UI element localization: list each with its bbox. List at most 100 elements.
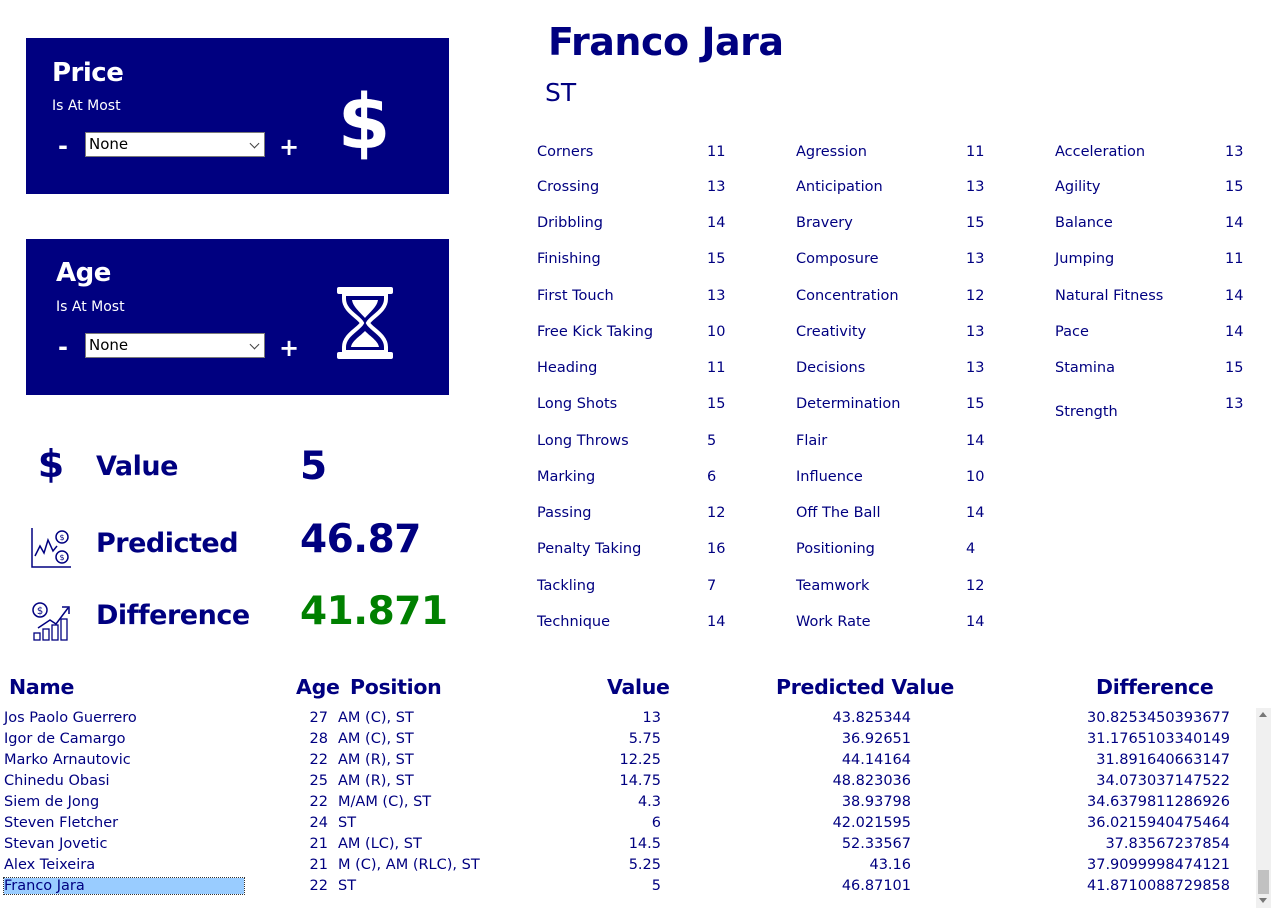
attribute-value-strength: 13 [1225,396,1244,412]
column-header-predicted-value[interactable]: Predicted Value [776,675,955,699]
column-header-name[interactable]: Name [9,675,75,699]
attribute-name-penalty-taking: Penalty Taking [537,541,642,557]
attribute-value-determination: 15 [966,396,985,412]
table-row[interactable]: Siem de Jong 22 M/AM (C), ST 4.3 38.93798 34.… [0,792,1256,813]
cell-age: 22 [309,878,328,894]
cell-position: AM (C), ST [338,710,414,726]
price-decrement-button[interactable]: - [58,132,68,160]
cell-age: 21 [309,836,328,852]
price-dropdown[interactable]: None [85,132,265,157]
attribute-value-anticipation: 13 [966,179,985,195]
cell-name: Steven Fletcher [4,815,119,831]
player-list[interactable]: Jos Paolo Guerrero 27 AM (C), ST 13 43.82534… [0,708,1256,898]
attribute-name-acceleration: Acceleration [1055,144,1146,160]
table-row[interactable]: Steven Fletcher 24 ST 6 42.021595 36.02159404… [0,813,1256,834]
value-number: 5 [300,444,327,489]
attribute-value-influence: 10 [966,469,985,485]
age-decrement-button[interactable]: - [58,333,68,361]
table-row[interactable]: Marko Arnautovic 22 AM (R), ST 12.25 44.1416… [0,750,1256,771]
age-increment-button[interactable]: + [279,334,300,362]
cell-value: 5.25 [628,857,661,873]
cell-value: 14.75 [619,773,661,789]
cell-value: 13 [642,710,661,726]
growth-chart-icon: $ [32,602,70,641]
list-scrollbar[interactable] [1256,708,1271,908]
cell-position: M (C), AM (RLC), ST [338,857,480,873]
column-header-position[interactable]: Position [350,675,442,699]
table-row[interactable]: Franco Jara 22 ST 5 46.87101 41.8710088729858 [0,876,1256,897]
attribute-value-stamina: 15 [1225,360,1244,376]
cell-name: Siem de Jong [4,794,100,810]
scroll-up-icon[interactable] [1259,712,1267,717]
cell-predicted: 44.14164 [841,752,911,768]
attribute-value-composure: 13 [966,251,985,267]
svg-text:$: $ [38,443,64,483]
attribute-value-balance: 14 [1225,215,1244,231]
cell-age: 24 [309,815,328,831]
chevron-down-icon [249,138,260,149]
age-dropdown[interactable]: None [85,333,265,358]
cell-value: 12.25 [619,752,661,768]
price-increment-button[interactable]: + [279,133,300,161]
cell-value: 14.5 [628,836,661,852]
attribute-name-bravery: Bravery [796,215,853,231]
cell-name: Marko Arnautovic [4,752,131,768]
price-filter-panel: Price Is At Most - None + $ [26,38,449,194]
attribute-name-crossing: Crossing [537,179,600,195]
attribute-value-acceleration: 13 [1225,144,1244,160]
attribute-name-positioning: Positioning [796,541,875,557]
attribute-value-creativity: 13 [966,324,985,340]
predicted-number: 46.87 [300,517,421,562]
cell-value: 5.75 [628,731,661,747]
attribute-value-tackling: 7 [707,578,717,594]
attribute-value-heading: 11 [707,360,726,376]
cell-predicted: 42.021595 [832,815,911,831]
table-row[interactable]: Alex Teixeira 21 M (C), AM (RLC), ST 5.25 43… [0,855,1256,876]
attribute-value-first-touch: 13 [707,288,726,304]
table-row[interactable]: Stevan Jovetic 21 AM (LC), ST 14.5 52.33567 3… [0,834,1256,855]
cell-position: AM (LC), ST [338,836,422,852]
cell-difference: 31.891640663147 [1096,752,1230,768]
attribute-name-corners: Corners [537,144,594,160]
player-name: Franco Jara [548,20,784,64]
attribute-name-stamina: Stamina [1055,360,1116,376]
cell-name: Chinedu Obasi [4,773,110,789]
attribute-name-tackling: Tackling [537,578,596,594]
attribute-value-bravery: 15 [966,215,985,231]
attribute-value-corners: 11 [707,144,726,160]
svg-text:$: $ [37,606,43,617]
attribute-value-teamwork: 12 [966,578,985,594]
attribute-value-agression: 11 [966,144,985,160]
age-filter-subtitle: Is At Most [56,299,125,315]
cell-name: Stevan Jovetic [4,836,108,852]
chart-coins-icon: $ $ [31,528,71,568]
cell-position: AM (C), ST [338,731,414,747]
attribute-value-agility: 15 [1225,179,1244,195]
scrollbar-thumb[interactable] [1258,870,1269,894]
dollar-icon: $ [338,82,390,162]
column-header-age[interactable]: Age [296,675,340,699]
cell-predicted: 48.823036 [832,773,911,789]
column-header-value[interactable]: Value [607,675,670,699]
difference-number: 41.871 [300,589,448,634]
attribute-value-passing: 12 [707,505,726,521]
scroll-down-icon[interactable] [1259,898,1267,903]
column-header-difference[interactable]: Difference [1096,675,1214,699]
difference-label: Difference [96,600,250,631]
attribute-name-agility: Agility [1055,179,1101,195]
dollar-icon: $ [38,443,64,483]
cell-value: 6 [651,815,661,831]
attribute-value-work-rate: 14 [966,614,985,630]
cell-age: 25 [309,773,328,789]
attribute-value-marking: 6 [707,469,717,485]
attribute-name-teamwork: Teamwork [796,578,870,594]
attribute-name-jumping: Jumping [1055,251,1115,267]
table-row[interactable]: Chinedu Obasi 25 AM (R), ST 14.75 48.823036 3… [0,771,1256,792]
cell-name: Alex Teixeira [4,857,96,873]
table-row[interactable]: Jos Paolo Guerrero 27 AM (C), ST 13 43.82534… [0,708,1256,729]
table-row[interactable]: Igor de Camargo 28 AM (C), ST 5.75 36.92651 3… [0,729,1256,750]
cell-name: Igor de Camargo [4,731,126,747]
cell-difference: 30.8253450393677 [1087,710,1230,726]
chevron-down-icon [249,339,260,350]
attribute-value-technique: 14 [707,614,726,630]
